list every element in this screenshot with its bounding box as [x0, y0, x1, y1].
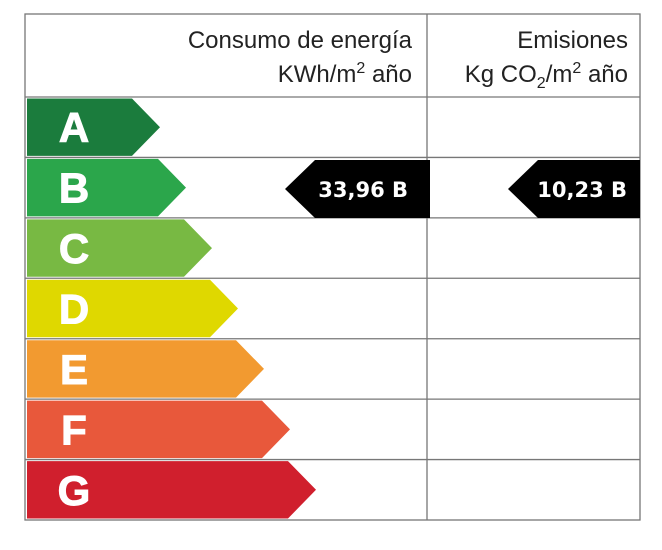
rating-letter: F	[61, 406, 87, 453]
rating-bar	[27, 340, 264, 398]
unit-sub: 2	[537, 75, 546, 92]
rating-bar	[27, 461, 316, 519]
unit-sup: 2	[356, 60, 365, 77]
rating-letter: A	[59, 104, 89, 151]
unit-part: año	[581, 61, 628, 88]
emissions-indicator	[508, 160, 640, 218]
unit-part: Kg CO	[465, 61, 537, 88]
rating-letter: G	[58, 467, 91, 514]
emissions-indicator-label: 10,23 B	[537, 178, 627, 202]
energy-indicator	[285, 160, 430, 218]
unit-part: KWh/m	[278, 61, 357, 88]
rating-letter: D	[59, 286, 89, 333]
rating-bar	[27, 219, 212, 277]
unit-sup: 2	[572, 60, 581, 77]
rating-bar	[27, 98, 160, 156]
energy-unit: KWh/m2 año	[278, 60, 412, 88]
rating-letter: B	[59, 165, 89, 212]
rating-letter: C	[59, 225, 89, 272]
rating-bar	[27, 400, 290, 459]
rating-bar	[27, 279, 238, 338]
unit-part: /m	[546, 61, 573, 88]
frame	[24, 13, 641, 521]
energy-indicator-label: 33,96 B	[318, 178, 408, 202]
unit-part: año	[365, 61, 412, 88]
emissions-title: Emisiones	[517, 27, 628, 54]
rating-letter: E	[60, 346, 88, 393]
emissions-unit: Kg CO2/m2 año	[465, 60, 628, 92]
energy-title: Consumo de energía	[188, 27, 413, 54]
rating-bar	[27, 158, 186, 217]
